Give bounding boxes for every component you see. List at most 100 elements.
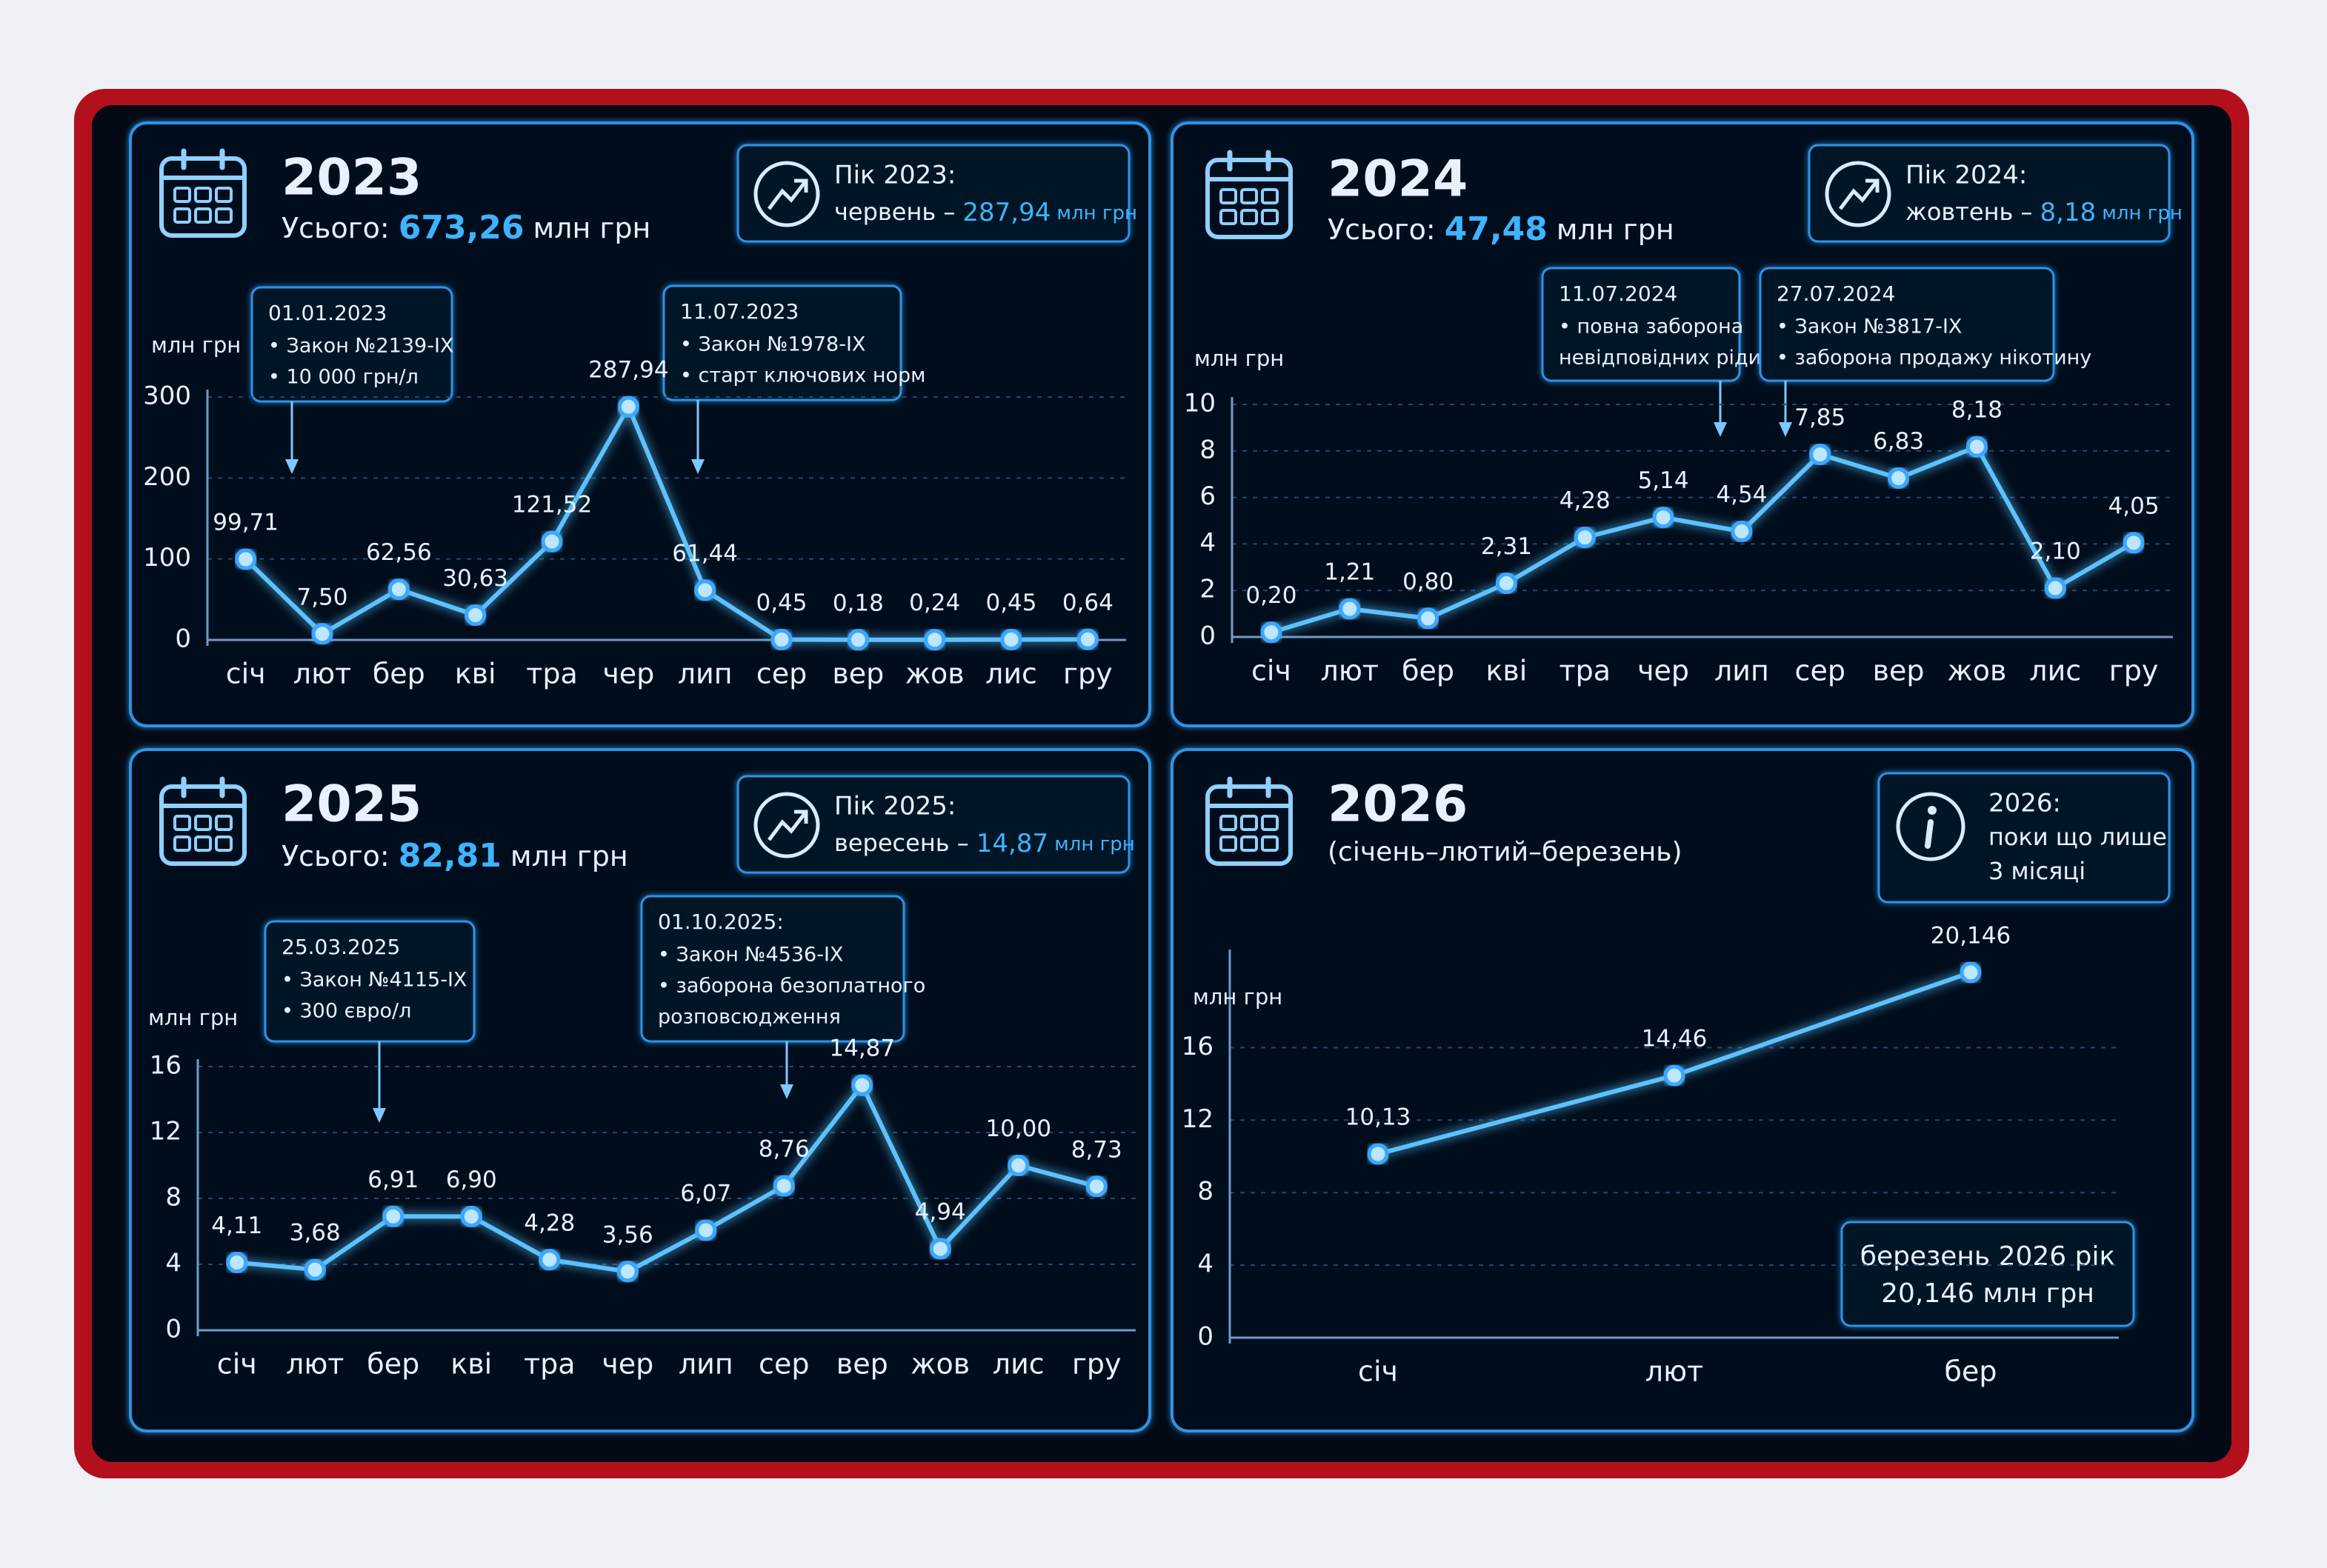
series-line — [236, 1083, 1098, 1274]
value-label: 4,28 — [1559, 487, 1611, 514]
trend-arrow-head — [794, 810, 808, 824]
peak-month: червень – — [834, 198, 955, 226]
value-label: 0,18 — [833, 590, 884, 616]
trend-icon — [753, 161, 820, 227]
peak-box — [736, 144, 1131, 243]
arrow-head — [1714, 422, 1727, 437]
annotation-line: • Закон №4115-IX — [282, 969, 467, 992]
y-tick-label: 300 — [143, 381, 191, 411]
annotation-box — [662, 284, 902, 401]
x-tick-label: січ — [226, 658, 266, 690]
annotation-line: • Закон №1978-IX — [680, 333, 865, 356]
value-label: 6,07 — [680, 1180, 731, 1207]
value-label: 3,68 — [290, 1220, 341, 1247]
x-tick-label: лют — [1645, 1355, 1703, 1388]
y-tick-label: 16 — [150, 1051, 182, 1081]
calendar-cell — [215, 835, 233, 852]
value-label: 0,24 — [909, 590, 960, 616]
x-tick-label: сер — [759, 1348, 809, 1381]
arrow-head — [373, 1108, 386, 1123]
summary-label: Усього: — [282, 212, 390, 244]
peak-title: Пік 2024: — [1905, 161, 2027, 190]
x-tick-label: сер — [1795, 655, 1845, 687]
data-point — [2123, 532, 2145, 554]
value-label: 4,28 — [524, 1210, 575, 1236]
annotation-line: • старт ключових норм — [680, 364, 926, 387]
x-tick-label: вер — [832, 658, 884, 690]
x-tick-label: лис — [993, 1348, 1045, 1381]
data-point — [694, 579, 716, 601]
data-point — [460, 1205, 482, 1227]
info-title: 2026: — [1988, 789, 2061, 818]
y-tick-label: 16 — [1182, 1032, 1214, 1061]
x-tick-label: січ — [217, 1348, 257, 1381]
summary-label: Усього: — [1328, 213, 1436, 246]
calendar-cell — [1240, 835, 1258, 852]
panel-title: 2024 — [1328, 150, 1468, 209]
x-tick-label: лют — [293, 658, 351, 690]
x-tick-label: лют — [1321, 655, 1379, 687]
value-label: 4,05 — [2108, 493, 2160, 519]
panel — [129, 121, 1151, 727]
value-label: 61,44 — [672, 540, 738, 567]
arrow-head — [1779, 422, 1792, 437]
y-tick-label: 4 — [165, 1249, 182, 1278]
peak-value: 287,94 — [962, 198, 1051, 227]
value-label: 62,56 — [366, 539, 432, 566]
summary-total: 47,48 — [1445, 210, 1548, 248]
note-box — [1840, 1221, 2135, 1327]
data-point — [1960, 961, 1982, 984]
peak-month: вересень – — [834, 829, 969, 857]
x-tick-label: сер — [756, 658, 807, 690]
data-point — [770, 629, 793, 651]
data-point — [1495, 572, 1517, 594]
peak-detail: жовтень –8,18 млн грн — [1905, 198, 2183, 227]
data-point — [226, 1252, 248, 1274]
y-tick-label: 6 — [1199, 481, 1216, 511]
value-label: 7,50 — [296, 584, 347, 610]
data-point — [1260, 621, 1282, 644]
data-point — [1809, 444, 1831, 466]
info-dot — [1928, 806, 1937, 815]
x-tick-label: чер — [602, 658, 654, 690]
annotation-line: розповсюдження — [658, 1006, 841, 1029]
data-point — [465, 604, 487, 627]
data-point — [1652, 507, 1674, 529]
y-tick-label: 12 — [150, 1117, 182, 1147]
value-label: 121,52 — [512, 492, 592, 518]
calendar-cell — [215, 815, 233, 831]
y-tick-label: 4 — [1197, 1250, 1214, 1279]
trend-icon — [753, 792, 820, 858]
summary-label: Усього: — [282, 840, 390, 873]
calendar-cell — [1261, 835, 1279, 852]
x-tick-label: лис — [2029, 655, 2081, 687]
value-label: 3,56 — [602, 1221, 653, 1248]
data-point — [924, 629, 946, 651]
calendar-cell — [173, 207, 191, 224]
calendar-cell — [1261, 188, 1279, 204]
x-tick-label: кві — [450, 1348, 492, 1381]
data-point — [539, 1249, 561, 1271]
data-point — [1076, 628, 1099, 650]
value-label: 8,76 — [759, 1136, 810, 1163]
annotation-line: • 10 000 грн/л — [268, 366, 419, 389]
annotation-line: • Закон №3817-IX — [1777, 316, 1962, 338]
peak-box — [1808, 144, 2171, 243]
peak-detail: вересень –14,87 млн грн — [834, 829, 1135, 858]
peak-title: Пік 2025: — [834, 792, 956, 821]
calendar-cell — [194, 187, 212, 203]
value-label: 4,11 — [211, 1212, 262, 1239]
value-label: 5,14 — [1638, 467, 1689, 494]
value-label: 10,13 — [1345, 1104, 1411, 1131]
y-axis-label: млн грн — [1194, 346, 1284, 371]
x-tick-label: чер — [602, 1348, 653, 1381]
annotation-box — [1541, 267, 1741, 382]
x-tick-label: січ — [1358, 1355, 1398, 1388]
summary-total: 82,81 — [399, 837, 502, 875]
y-tick-label: 200 — [143, 462, 191, 492]
annotation-line: • 300 євро/л — [282, 1000, 411, 1023]
value-label: 14,46 — [1642, 1026, 1708, 1052]
summary-total: 673,26 — [399, 209, 525, 247]
y-tick-label: 8 — [1197, 1177, 1214, 1207]
